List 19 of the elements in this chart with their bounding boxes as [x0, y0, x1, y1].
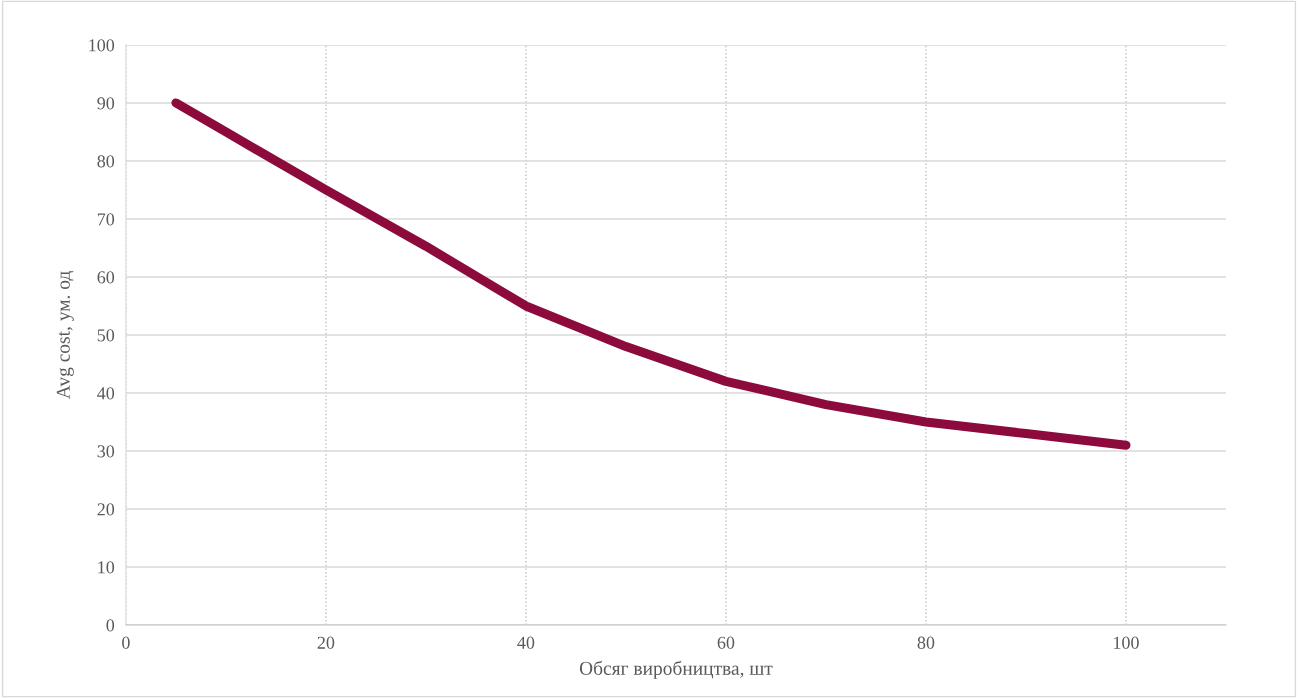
y-tick-label: 50 — [97, 329, 115, 342]
y-tick-label: 100 — [89, 39, 115, 52]
y-tick-label: 60 — [97, 271, 115, 284]
y-tick-label: 40 — [97, 387, 115, 400]
x-tick-label: 80 — [917, 636, 935, 649]
y-tick-label: 10 — [98, 561, 115, 574]
x-axis-title: Обсяг виробництва, шт — [579, 660, 773, 679]
x-tick-label: 20 — [317, 636, 335, 649]
y-axis-title: Avg cost, ум. од — [56, 271, 74, 400]
x-tick-label: 40 — [517, 636, 535, 649]
y-tick-label: 20 — [97, 503, 115, 516]
y-tick-label: 30 — [97, 445, 115, 458]
x-tick-label: 60 — [717, 636, 735, 649]
x-tick-label: 100 — [1114, 636, 1139, 649]
y-tick-label: 0 — [106, 619, 115, 632]
y-tick-label: 90 — [97, 97, 115, 110]
x-tick-label: 0 — [122, 636, 130, 649]
y-tick-label: 70 — [97, 213, 115, 226]
y-tick-label: 80 — [97, 155, 115, 168]
